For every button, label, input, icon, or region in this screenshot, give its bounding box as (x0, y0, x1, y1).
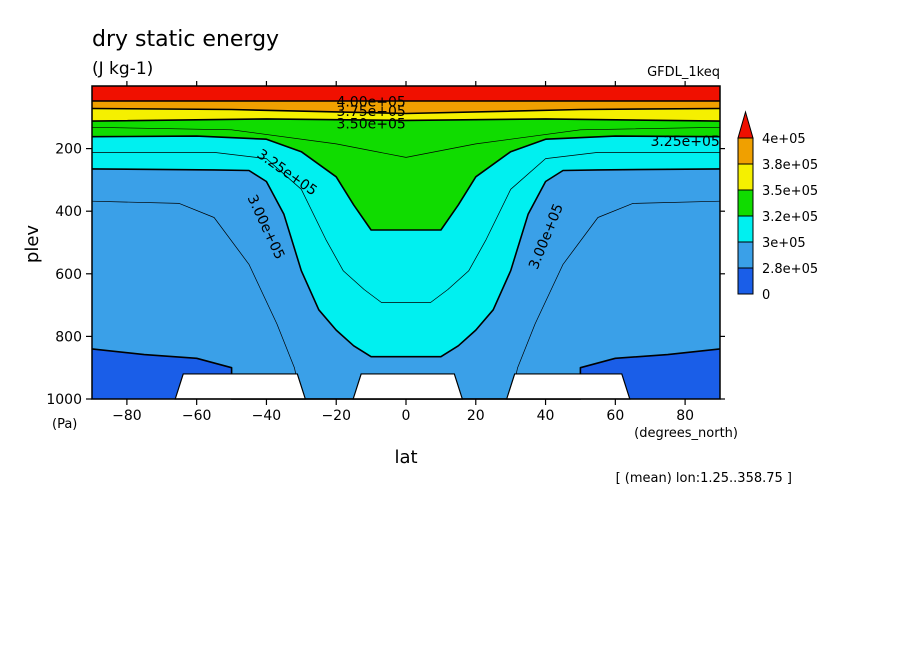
x-tick-label: 80 (676, 408, 694, 424)
contour-325k (91, 135, 721, 231)
contour-lines (91, 100, 721, 400)
y-tick-label: 200 (55, 142, 82, 158)
land-mask-3 (505, 373, 631, 400)
colorbar-label: 3.2e+05 (762, 210, 818, 225)
colorbar-swatch (737, 137, 754, 165)
contour-350k (91, 118, 721, 122)
x-axis: −80 −60 −40 −20 0 20 40 60 80 (112, 81, 694, 424)
land-mask-1 (174, 373, 307, 400)
colorbar-label: 3.8e+05 (762, 158, 818, 173)
colorbar-swatch (737, 241, 754, 269)
model-label: GFDL_1keq (647, 65, 720, 80)
x-axis-units: (degrees_north) (634, 426, 738, 441)
y-tick-label: 800 (55, 329, 82, 345)
x-tick-label: −80 (112, 408, 142, 424)
chart-title: dry static energy (92, 27, 279, 52)
x-tick-label: −20 (321, 408, 351, 424)
contour-300k (91, 168, 721, 358)
colorbar-swatch (737, 267, 754, 295)
x-tick-label: 40 (537, 408, 555, 424)
colorbar-label: 0 (762, 288, 770, 303)
contour-label: 3.25e+05 (650, 134, 719, 150)
filled-contours (92, 86, 720, 400)
x-tick-label: −60 (182, 408, 212, 424)
y-axis: 200 400 600 800 1000 (46, 142, 725, 408)
colorbar-swatch (737, 163, 754, 191)
footnote: [ (mean) lon:1.25..358.75 ] (616, 471, 792, 486)
x-tick-label: 20 (467, 408, 485, 424)
colorbar-swatch (737, 189, 754, 217)
chart-units: (J kg-1) (92, 59, 153, 79)
colorbar-label: 4e+05 (762, 132, 806, 147)
colorbar: 4e+05 3.8e+05 3.5e+05 3.2e+05 3e+05 2.8e+05 0 (737, 110, 818, 303)
contour-label: 3.75e+05 (336, 104, 405, 120)
colorbar-label: 3.5e+05 (762, 184, 818, 199)
colorbar-swatch (737, 215, 754, 243)
contour-thin-312k (92, 152, 720, 303)
y-axis-units: (Pa) (52, 417, 77, 432)
contour-label: 3.50e+05 (336, 117, 405, 133)
contour-label: 4.00e+05 (336, 95, 405, 111)
colorbar-label: 2.8e+05 (762, 262, 818, 277)
contour-375k (91, 107, 721, 115)
band-275k-300k (92, 168, 720, 399)
x-tick-label: 60 (606, 408, 624, 424)
x-axis-title: lat (394, 447, 417, 468)
contour-plot: 4.00e+053.75e+053.50e+053.25e+053.25e+05… (91, 85, 721, 400)
colorbar-triangle (737, 110, 754, 139)
contour-thin-337k (91, 126, 721, 158)
y-tick-label: 1000 (46, 392, 82, 408)
y-axis-title: plev (22, 225, 43, 264)
land-masks (174, 373, 631, 400)
x-tick-label: −40 (252, 408, 282, 424)
x-tick-label: 0 (402, 408, 411, 424)
land-mask-2 (352, 373, 464, 400)
colorbar-label: 3e+05 (762, 236, 806, 251)
y-tick-label: 400 (55, 204, 82, 220)
y-tick-label: 600 (55, 267, 82, 283)
